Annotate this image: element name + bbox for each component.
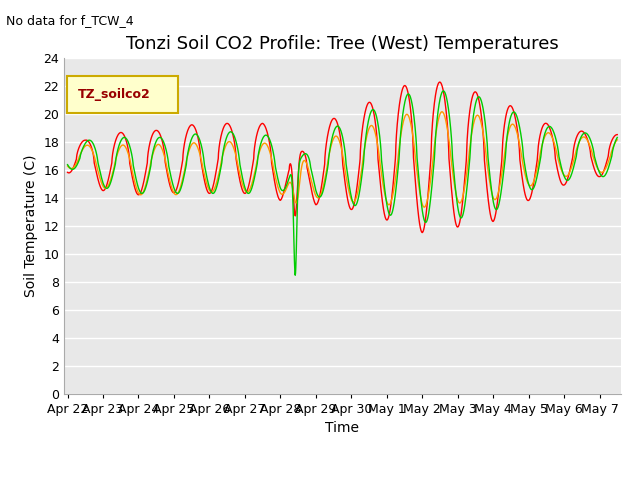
Title: Tonzi Soil CO2 Profile: Tree (West) Temperatures: Tonzi Soil CO2 Profile: Tree (West) Temp… — [126, 35, 559, 53]
Text: TZ_soilco2: TZ_soilco2 — [78, 88, 150, 101]
Y-axis label: Soil Temperature (C): Soil Temperature (C) — [24, 155, 38, 297]
FancyBboxPatch shape — [67, 76, 178, 113]
X-axis label: Time: Time — [325, 421, 360, 435]
Text: No data for f_TCW_4: No data for f_TCW_4 — [6, 14, 134, 27]
